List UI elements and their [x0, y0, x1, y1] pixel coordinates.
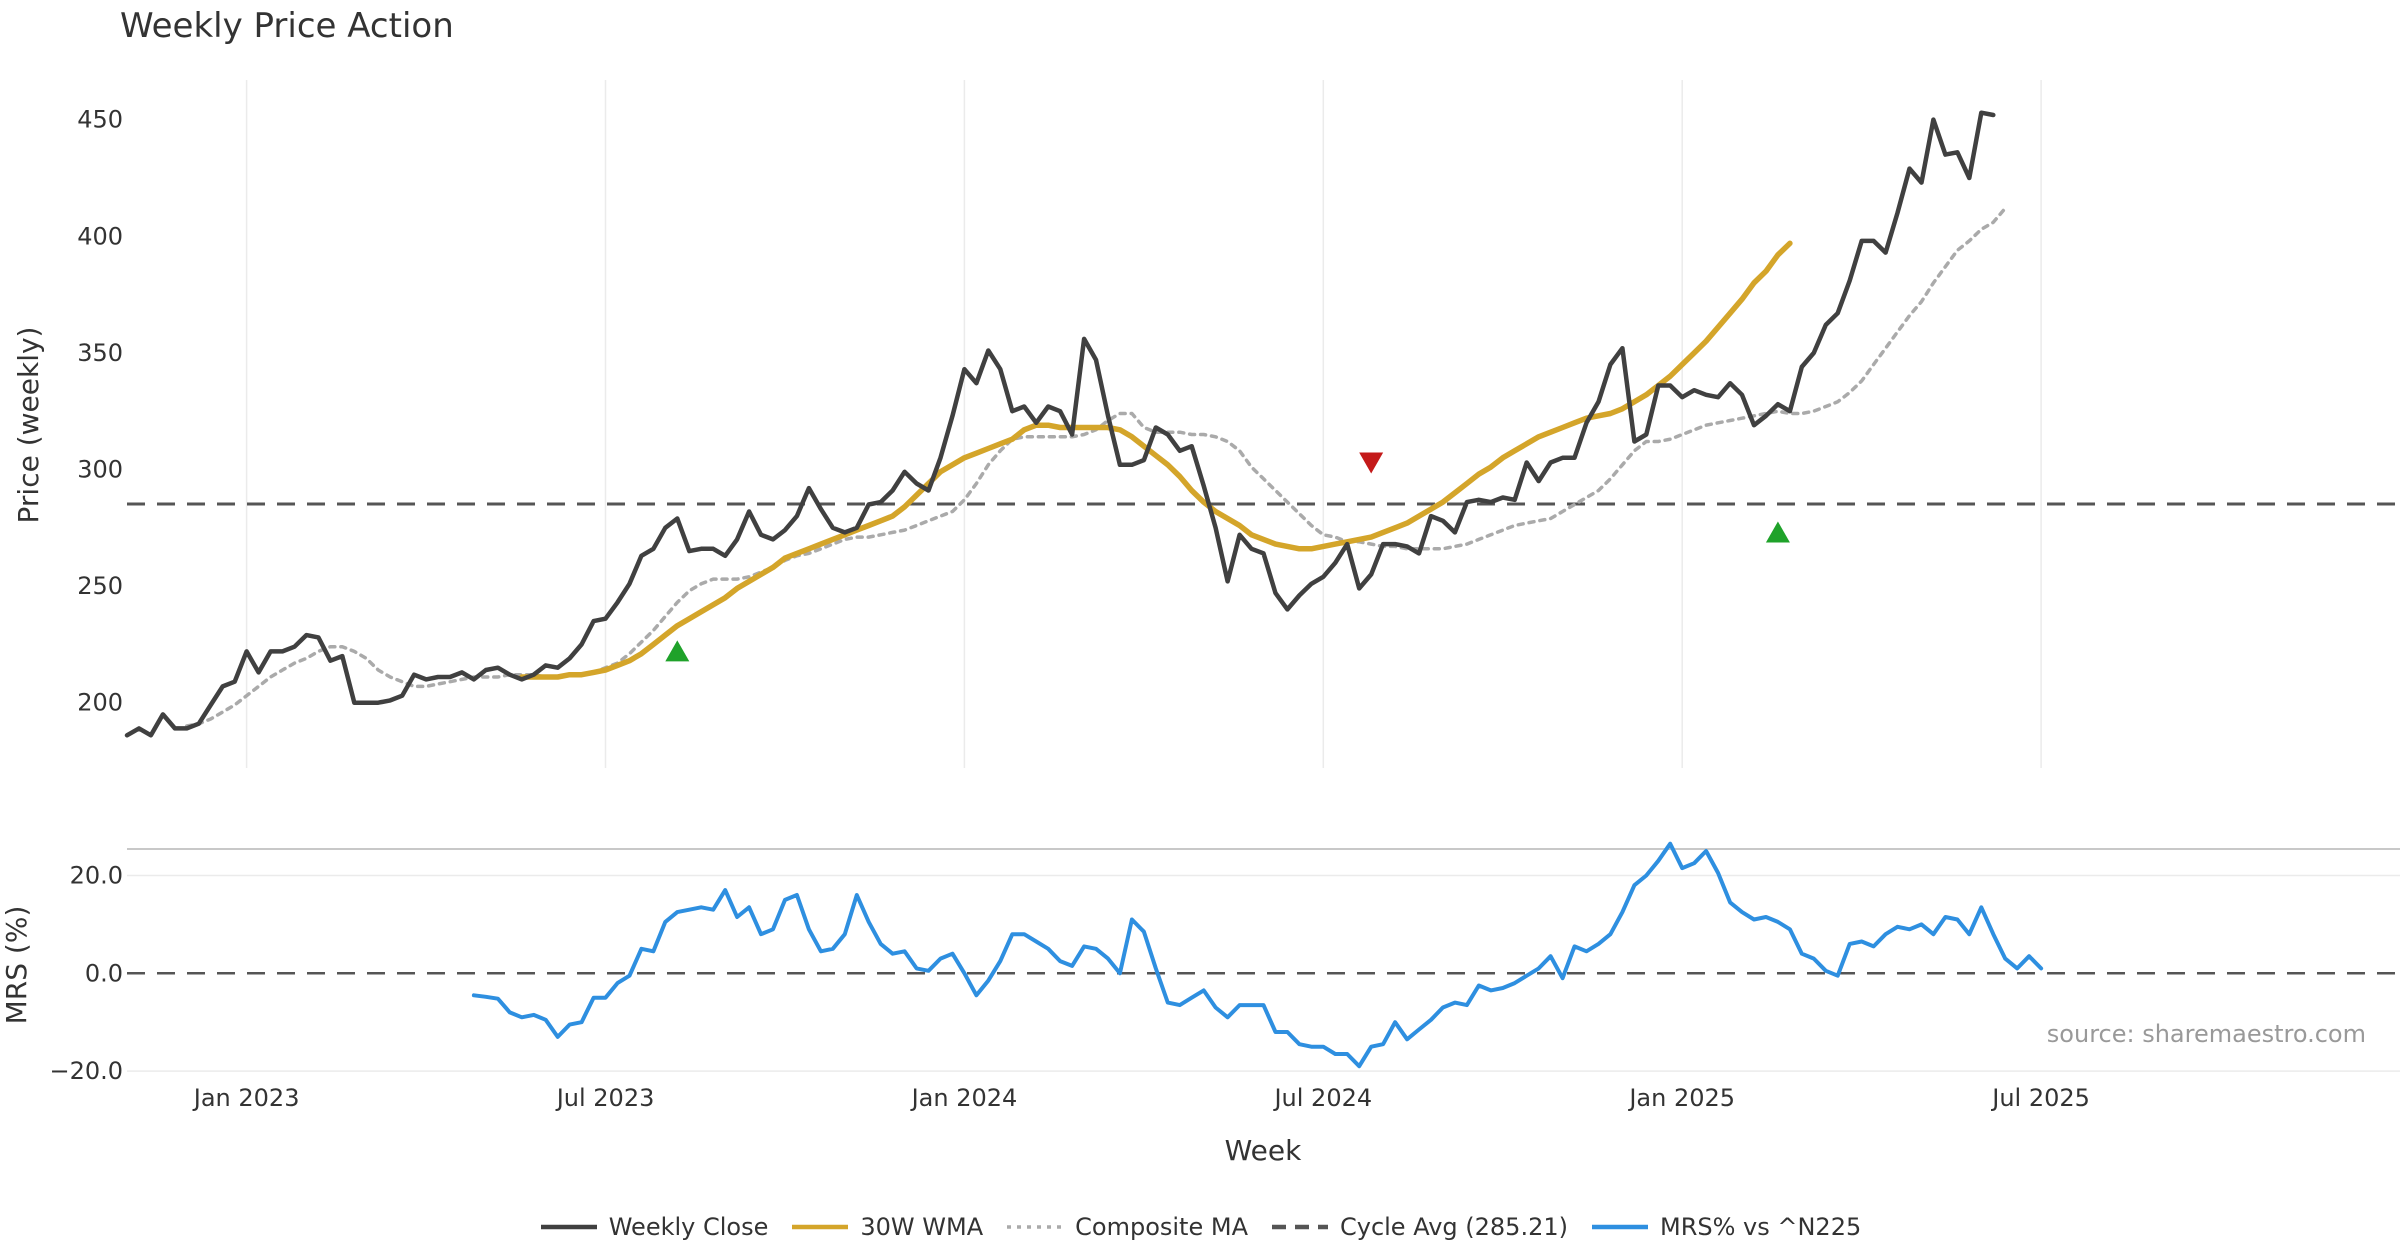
- legend-swatch: [540, 1224, 597, 1230]
- sell-signal-marker: [1359, 452, 1384, 474]
- x-tick-label: Jan 2025: [1627, 1084, 1735, 1112]
- weekly-close-line: [124, 110, 1996, 738]
- x-axis-ticks: Jan 2023 Jul 2023 Jan 2024 Jul 2024 Jan 2025…: [192, 1084, 2090, 1112]
- legend-item: Composite MA: [1005, 1213, 1248, 1241]
- legend-label: Composite MA: [1075, 1213, 1248, 1241]
- price-y-tick: 350: [77, 339, 123, 367]
- legend-label: Weekly Close: [608, 1213, 769, 1241]
- mrs-y-label: MRS (%): [0, 906, 33, 1025]
- source-watermark: source: sharemaestro.com: [2046, 1020, 2366, 1048]
- x-axis-label: Week: [1225, 1134, 1302, 1167]
- price-y-tick: 250: [77, 572, 123, 600]
- price-y-tick: 400: [77, 222, 123, 250]
- price-y-tick: 300: [77, 455, 123, 483]
- price-series: [124, 110, 2007, 738]
- legend-swatch: [1007, 1225, 1064, 1229]
- legend-item: Cycle Avg (285.21): [1270, 1213, 1568, 1241]
- x-tick-label: Jul 2024: [1272, 1084, 1372, 1112]
- price-y-tick: 200: [77, 689, 123, 717]
- mrs-series: [471, 841, 2044, 1069]
- x-tick-label: Jan 2023: [192, 1084, 300, 1112]
- legend-swatch: [1591, 1224, 1648, 1230]
- legend-label: MRS% vs ^N225: [1659, 1213, 1862, 1241]
- mrs-y-tick: 20.0: [70, 861, 123, 889]
- legend-label: Cycle Avg (285.21): [1339, 1213, 1568, 1241]
- mrs-y-tick: 0.0: [85, 959, 123, 987]
- chart-canvas: 200 250 300 350 400 450 Price (weekly) 20.0 0.…: [0, 80, 2400, 1167]
- buy-signal-marker: [1765, 521, 1790, 543]
- wma-30w-line: [519, 240, 1793, 680]
- price-y-tick: 450: [77, 106, 123, 134]
- signal-markers: [665, 452, 1790, 662]
- composite-ma-line: [185, 206, 2007, 728]
- legend-swatch: [1271, 1224, 1328, 1230]
- price-y-label: Price (weekly): [12, 327, 45, 524]
- price-y-ticks: 200 250 300 350 400 450: [77, 106, 123, 717]
- legend-item: 30W WMA: [790, 1213, 983, 1241]
- x-tick-label: Jul 2023: [555, 1084, 655, 1112]
- mrs-y-tick: −20.0: [49, 1057, 123, 1085]
- legend-item: MRS% vs ^N225: [1590, 1213, 1861, 1241]
- legend-label: 30W WMA: [860, 1213, 984, 1241]
- chart-title: Weekly Price Action: [120, 6, 454, 46]
- x-tick-label: Jan 2024: [910, 1084, 1018, 1112]
- mrs-grid: [127, 874, 2400, 1072]
- legend: Weekly Close 30W WMA Composite MA Cycle Avg…: [0, 1213, 2400, 1241]
- legend-item: Weekly Close: [539, 1213, 769, 1241]
- mrs-y-ticks: 20.0 0.0 −20.0: [49, 861, 123, 1085]
- x-tick-label: Jul 2025: [1990, 1084, 2090, 1112]
- legend-swatch: [792, 1224, 849, 1230]
- price-grid: [245, 80, 2042, 768]
- buy-signal-marker: [665, 640, 690, 662]
- mrs-line: [471, 841, 2044, 1069]
